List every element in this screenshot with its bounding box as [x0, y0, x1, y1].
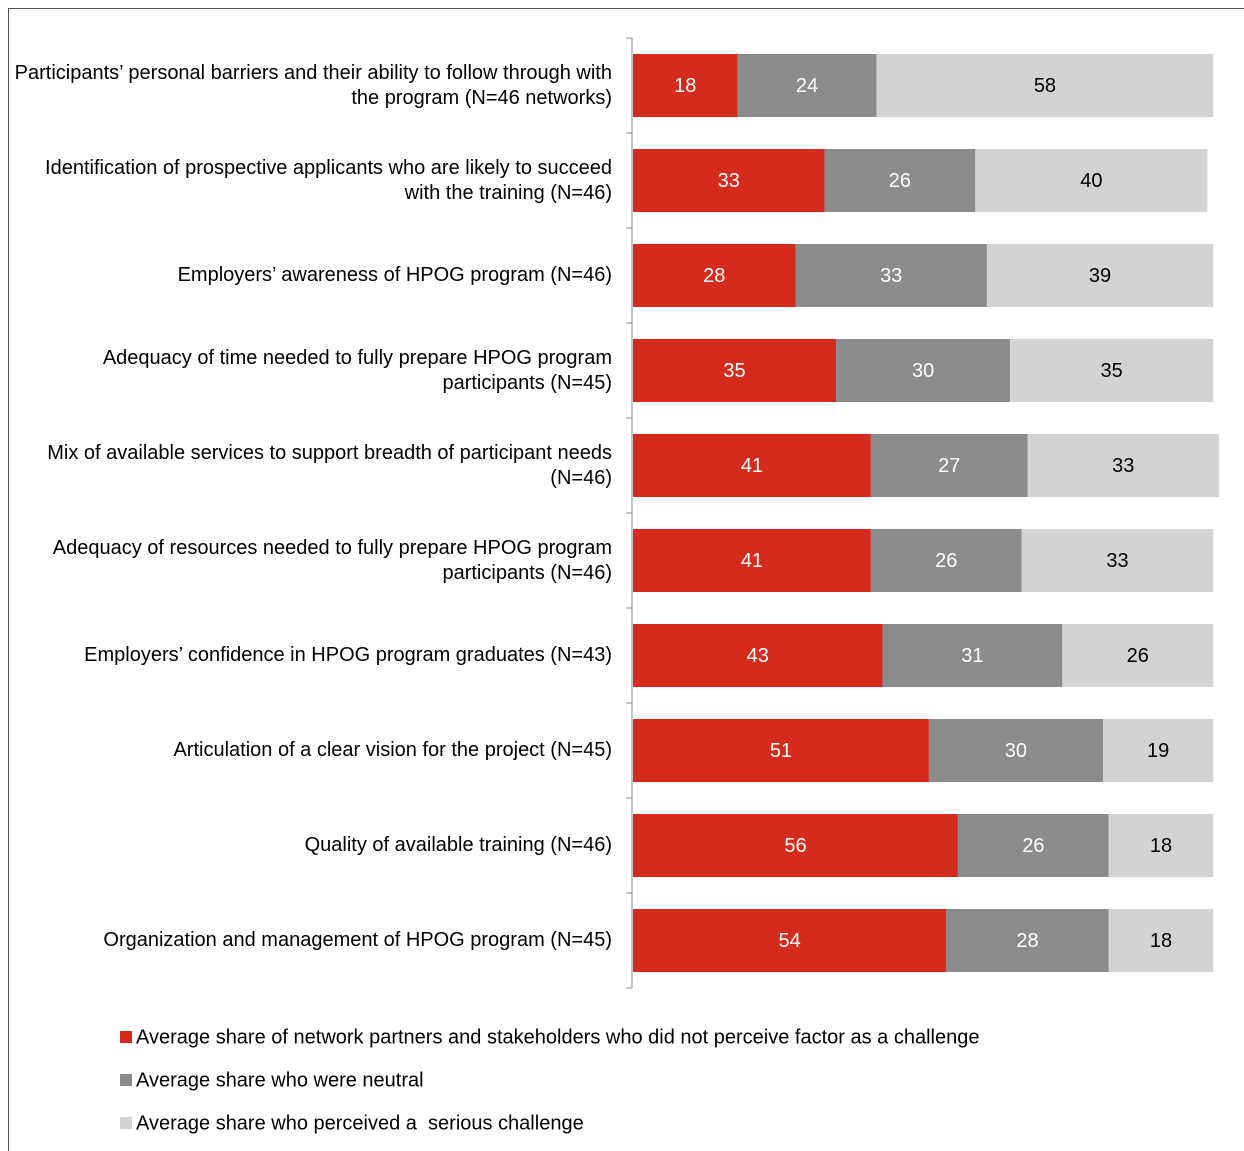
legend-swatch: [120, 1031, 132, 1043]
data-label: 40: [1080, 170, 1102, 192]
data-label: 51: [770, 740, 792, 762]
data-label: 18: [674, 75, 696, 97]
bar-segment: [633, 814, 958, 877]
data-label: 33: [718, 170, 740, 192]
data-label: 30: [1005, 740, 1027, 762]
bar-segment: [1010, 339, 1214, 402]
bar-segment: [957, 814, 1109, 877]
bar-segment: [882, 624, 1063, 687]
legend-swatch: [120, 1074, 132, 1086]
data-label: 41: [741, 455, 763, 477]
data-label: 35: [723, 360, 745, 382]
category-label: Participants’ personal barriers and thei…: [14, 61, 612, 109]
bar-segment: [986, 244, 1214, 307]
bar-segment: [633, 529, 871, 592]
category-label: Articulation of a clear vision for the p…: [173, 739, 612, 761]
category-label: Employers’ confidence in HPOG program gr…: [84, 644, 612, 666]
bar-segment: [975, 149, 1208, 212]
bar-segment: [824, 149, 976, 212]
bar-segment: [795, 244, 987, 307]
data-label: 54: [779, 930, 801, 952]
data-label: 18: [1150, 930, 1172, 952]
bar-segment: [876, 54, 1214, 117]
bar-segment: [633, 434, 871, 497]
bar-segment: [1021, 529, 1214, 592]
data-label: 28: [1016, 930, 1038, 952]
bar-segment: [1108, 814, 1214, 877]
bar-segment: [633, 54, 738, 117]
category-label: Adequacy of time needed to fully prepare…: [102, 346, 612, 394]
data-label: 33: [1106, 550, 1128, 572]
bar-segment: [870, 529, 1022, 592]
category-label: Mix of available services to support bre…: [47, 441, 612, 489]
bar-segment: [1027, 434, 1219, 497]
data-label: 19: [1147, 740, 1169, 762]
category-label: Identification of prospective applicants…: [45, 156, 612, 204]
data-label: 24: [796, 75, 818, 97]
category-label: Quality of available training (N=46): [304, 834, 612, 856]
data-label: 31: [961, 645, 983, 667]
bar-segment: [633, 719, 929, 782]
bar-segment: [737, 54, 877, 117]
bar-segment: [1102, 719, 1214, 782]
data-label: 56: [784, 835, 806, 857]
data-label: 41: [741, 550, 763, 572]
data-label: 35: [1101, 360, 1123, 382]
chart-frame: [8, 8, 1244, 1151]
data-label: 28: [703, 265, 725, 287]
data-label: 43: [747, 645, 769, 667]
data-label: 26: [889, 170, 911, 192]
data-label: 58: [1034, 75, 1056, 97]
bar-segment: [870, 434, 1028, 497]
bar-segment: [1062, 624, 1214, 687]
bar-segment: [928, 719, 1103, 782]
data-label: 18: [1150, 835, 1172, 857]
legend-label: Average share who perceived a serious ch…: [136, 1112, 584, 1134]
category-label: Employers’ awareness of HPOG program (N=…: [177, 264, 612, 286]
data-label: 33: [1112, 455, 1134, 477]
data-label: 30: [912, 360, 934, 382]
bar-segment: [633, 909, 947, 972]
data-label: 39: [1089, 265, 1111, 287]
bar-segment: [633, 624, 883, 687]
bar-segment: [633, 244, 796, 307]
data-label: 27: [938, 455, 960, 477]
bar-segment: [946, 909, 1109, 972]
legend-swatch: [120, 1117, 132, 1129]
bar-segment: [1108, 909, 1214, 972]
data-label: 33: [880, 265, 902, 287]
bar-segment: [836, 339, 1011, 402]
category-label: Organization and management of HPOG prog…: [103, 929, 612, 951]
data-label: 26: [1127, 645, 1149, 667]
data-label: 26: [1022, 835, 1044, 857]
legend-label: Average share who were neutral: [136, 1069, 424, 1091]
data-label: 26: [935, 550, 957, 572]
bar-segment: [633, 339, 837, 402]
category-label: Adequacy of resources needed to fully pr…: [52, 536, 612, 584]
bar-segment: [633, 149, 825, 212]
legend-label: Average share of network partners and st…: [136, 1026, 979, 1048]
